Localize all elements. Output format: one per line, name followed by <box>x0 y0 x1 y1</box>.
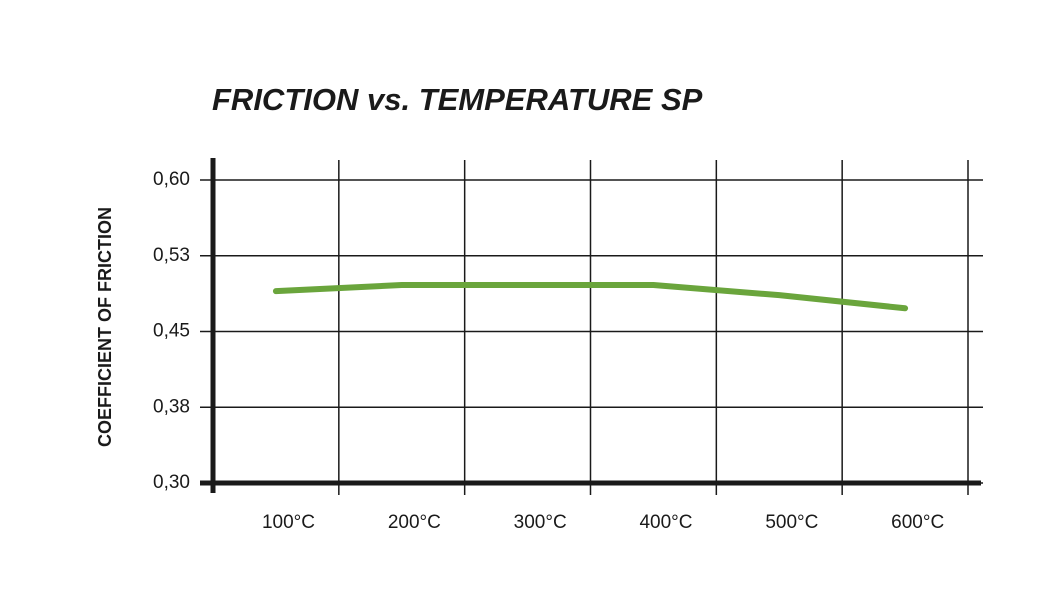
y-tick-label: 0,60 <box>153 169 190 190</box>
x-tick-label: 300°C <box>514 512 567 533</box>
y-tick-label: 0,38 <box>153 396 190 417</box>
x-tick-label: 500°C <box>765 512 818 533</box>
y-tick-label: 0,45 <box>153 321 190 342</box>
y-axis-title: COEFFICIENT OF FRICTION <box>95 207 115 447</box>
y-tick-label: 0,30 <box>153 472 190 493</box>
data-line <box>272 282 909 312</box>
y-tick-label: 0,53 <box>153 245 190 266</box>
chart-title: FRICTION vs. TEMPERATURE SP <box>212 82 703 117</box>
x-tick-label: 200°C <box>388 512 441 533</box>
x-tick-label: 400°C <box>639 512 692 533</box>
x-tick-label: 600°C <box>891 512 944 533</box>
x-tick-label: 100°C <box>262 512 315 533</box>
